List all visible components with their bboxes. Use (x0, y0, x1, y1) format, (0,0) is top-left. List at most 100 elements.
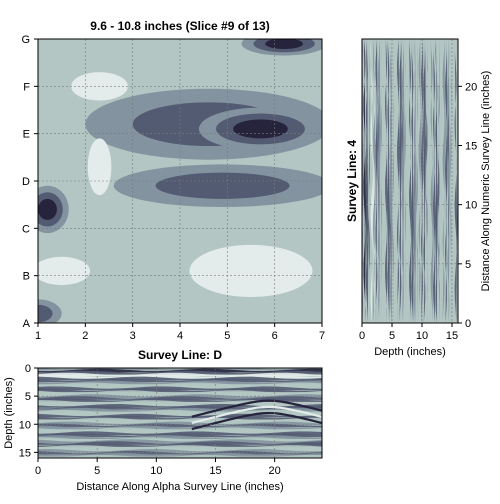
bottom-x-tick-label: 0 (35, 465, 41, 477)
right-radargram-band (406, 39, 411, 323)
bottom-y-tick-label: 15 (19, 447, 31, 459)
main-y-tick-label: F (23, 81, 30, 93)
right-y-tick-label: 15 (465, 141, 477, 153)
right-x-tick-label: 15 (446, 330, 458, 342)
right-radargram-band (413, 39, 418, 323)
bottom-y-tick-label: 10 (19, 419, 31, 431)
right-radargram-band (387, 39, 392, 323)
right-radargram-band (416, 39, 421, 323)
contour-region-3-2 (265, 39, 304, 49)
main-y-tick-label: G (21, 34, 30, 46)
bottom-x-tick-label: 20 (269, 465, 281, 477)
bottom-x-tick-label: 5 (94, 465, 100, 477)
bottom-radargram-band (38, 445, 322, 449)
right-radargram-band (365, 39, 370, 323)
main-plot-area (38, 39, 322, 323)
right-radargram-band (411, 39, 416, 323)
right-radargram-band (377, 39, 382, 323)
bottom-x-label: Distance Along Alpha Survey Line (inches… (76, 481, 283, 493)
bottom-radargram-band (38, 419, 322, 424)
bottom-y-axis: 0 5 10 15 (19, 363, 38, 459)
contour-region-1-2 (233, 119, 288, 139)
bottom-radargram-band (38, 382, 322, 387)
right-radargram-band (447, 39, 452, 323)
right-x-tick-label: 5 (389, 330, 395, 342)
main-x-tick-label: 4 (177, 330, 183, 342)
bottom-radargram-band (38, 431, 322, 436)
right-x-label: Depth (inches) (374, 346, 446, 358)
right-radargram-band (382, 39, 387, 323)
bottom-x-tick-label: 10 (150, 465, 162, 477)
right-radargram-band (401, 39, 406, 323)
right-chart-title: Survey Line: 4 (345, 140, 359, 222)
bottom-y-tick-label: 0 (25, 363, 31, 375)
contour-region-5-1 (38, 304, 53, 323)
right-radargram-band (428, 39, 433, 323)
main-x-tick-label: 2 (82, 330, 88, 342)
main-y-tick-label: D (22, 176, 30, 188)
right-radargram-band (392, 39, 397, 323)
main-chart-title: 9.6 - 10.8 inches (Slice #9 of 13) (90, 19, 269, 33)
right-y-tick-label: 10 (465, 200, 477, 212)
right-radargram-band (454, 39, 458, 323)
contour-region-6-0 (189, 244, 313, 297)
right-x-tick-label: 10 (416, 330, 428, 342)
right-y-tick-label: 20 (465, 81, 477, 93)
contour-region-4-2 (38, 198, 57, 220)
bottom-radargram-band (38, 368, 322, 373)
right-radargram-band (445, 39, 449, 323)
right-y-tick-label: 0 (465, 318, 471, 330)
main-y-tick-label: E (23, 129, 30, 141)
contour-region-2-1 (155, 172, 290, 199)
right-y-label: Distance Along Numeric Survey Line (inch… (480, 71, 492, 292)
bottom-radargram-band (38, 454, 322, 458)
right-radargram-band (425, 39, 430, 323)
right-y-axis: 0 5 10 15 20 (458, 81, 477, 330)
bottom-y-tick-label: 5 (25, 391, 31, 403)
main-y-axis: A B C D E F G (21, 34, 38, 330)
right-radargram-band (437, 39, 442, 323)
main-x-tick-label: 5 (224, 330, 230, 342)
bottom-reflector (191, 405, 322, 424)
right-plot-area (362, 39, 458, 323)
bottom-grid (38, 368, 322, 458)
main-x-tick-label: 1 (35, 330, 41, 342)
right-radargram-band (442, 39, 447, 323)
right-plot-frame (361, 38, 459, 324)
bottom-reflector (191, 411, 322, 431)
right-radargram-band (435, 39, 440, 323)
main-y-tick-label: C (22, 223, 30, 235)
right-radargram-band (397, 39, 401, 323)
right-x-tick-label: 0 (359, 330, 365, 342)
right-radargram-band (380, 39, 385, 323)
right-radargram-band (370, 39, 375, 323)
right-radargram-band (433, 39, 437, 323)
right-radargram-band (385, 39, 389, 323)
contour-region-7-0 (38, 256, 91, 286)
bottom-x-tick-label: 15 (209, 465, 221, 477)
right-radargram-band (368, 39, 373, 323)
main-x-tick-label: 7 (319, 330, 325, 342)
bottom-reflector (191, 399, 322, 418)
right-radargram-band (373, 39, 377, 323)
bottom-radargram-band (38, 443, 322, 447)
right-radargram (362, 39, 458, 323)
bottom-chart-title: Survey Line: D (138, 348, 222, 362)
right-radargram-band (399, 39, 404, 323)
main-grid (38, 39, 322, 323)
right-radargram-band (409, 39, 413, 323)
bottom-radargram-band (38, 370, 322, 375)
bottom-radargram-band (38, 417, 322, 422)
bottom-y-label: Depth (inches) (3, 377, 15, 449)
right-radargram-band (440, 39, 445, 323)
right-radargram-band (452, 39, 457, 323)
right-radargram-band (404, 39, 409, 323)
right-x-axis: 0 5 10 15 (359, 323, 458, 342)
main-x-tick-label: 6 (272, 330, 278, 342)
contour-region-9-0 (87, 138, 112, 196)
right-y-tick-label: 5 (465, 259, 471, 271)
main-y-tick-label: A (23, 318, 31, 330)
bottom-plot-frame (37, 367, 323, 459)
